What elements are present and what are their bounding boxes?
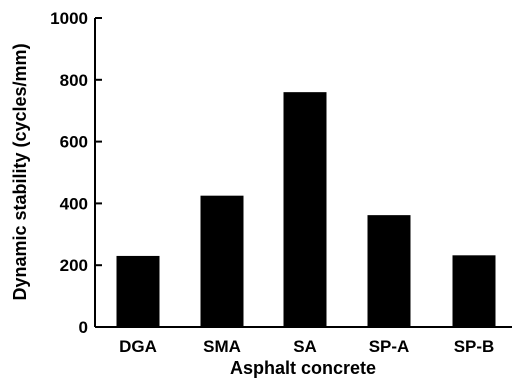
y-tick-label: 400 [60,194,88,213]
x-tick-label-sp-b: SP-B [454,337,495,356]
x-tick-label-sp-a: SP-A [369,337,410,356]
x-tick-label-sa: SA [293,337,317,356]
y-tick-label: 600 [60,133,88,152]
bar-sp-a [367,215,411,327]
bar-sma [200,195,244,327]
y-tick-label: 0 [79,318,88,337]
bar-sa [283,92,327,327]
y-ticks: 0 200 400 600 800 1000 [50,9,102,337]
bars [116,92,496,327]
y-axis-title: Dynamic stability (cycles/mm) [10,43,30,300]
x-axis-title: Asphalt concrete [230,358,376,378]
y-tick-label: 1000 [50,9,88,28]
bar-sp-b [452,255,496,327]
x-tick-label-sma: SMA [203,337,241,356]
x-ticks: DGA SMA SA SP-A SP-B [119,337,494,356]
bar-dga [116,255,160,327]
y-tick-label: 800 [60,71,88,90]
y-tick-label: 200 [60,256,88,275]
x-tick-label-dga: DGA [119,337,157,356]
axes [94,18,512,328]
